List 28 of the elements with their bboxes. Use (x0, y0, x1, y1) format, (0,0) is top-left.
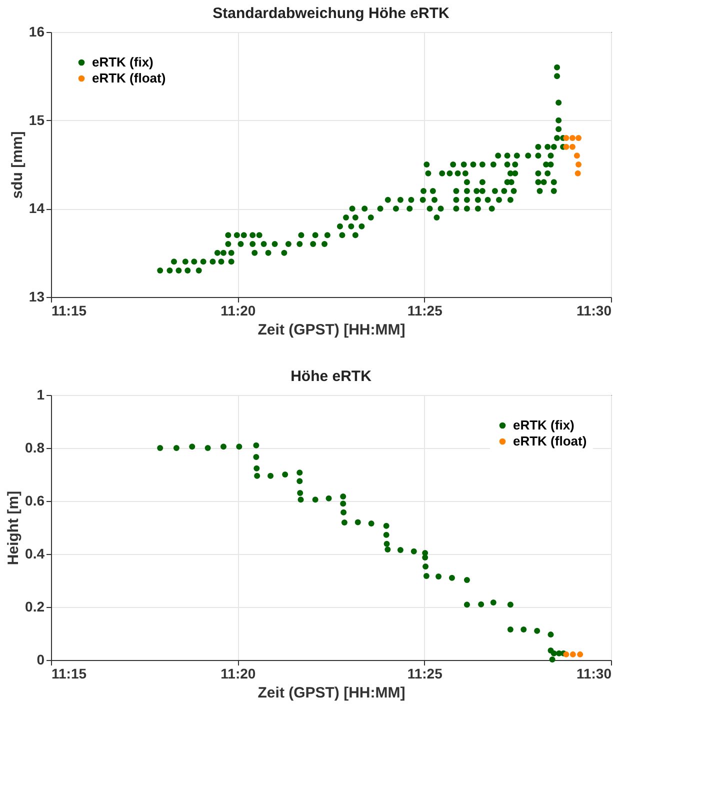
y-tick-label: 0.8 (25, 440, 45, 456)
x-tick-label: 11:15 (52, 302, 87, 318)
legend-label: eRTK (fix) (92, 54, 154, 70)
y-axis-title: Height [m] (5, 490, 22, 566)
x-tick-label: 11:30 (576, 666, 612, 682)
y-tick-label: 0.2 (25, 598, 45, 614)
y-tick-label: 14 (28, 200, 45, 216)
x-tick-label: 11:30 (576, 302, 612, 318)
x-tick-label: 11:25 (407, 666, 443, 682)
x-tick-label: 11:20 (220, 666, 256, 682)
y-tick-label: 16 (28, 24, 45, 40)
x-axis-title: Zeit (GPST) [HH:MM] (258, 684, 406, 702)
y-tick-label: 0.6 (25, 492, 45, 508)
chart-title: Höhe eRTK (290, 368, 372, 385)
x-tick-label: 11:20 (220, 302, 256, 318)
legend-label: eRTK (float) (92, 70, 166, 86)
y-axis-title: sdu [mm] (8, 131, 26, 199)
y-tick-label: 15 (28, 112, 45, 128)
legend-label: eRTK (float) (513, 434, 587, 448)
y-tick-label: 1 (36, 386, 45, 402)
x-axis-title: Zeit (GPST) [HH:MM] (258, 322, 406, 338)
x-tick-label: 11:15 (52, 666, 87, 682)
legend-label: eRTK (fix) (513, 418, 574, 432)
x-tick-label: 11:25 (407, 302, 443, 318)
y-tick-label: 0 (36, 652, 45, 668)
y-tick-label: 13 (28, 288, 45, 304)
y-tick-label: 0.4 (25, 546, 45, 562)
chart-title: Standardabweichung Höhe eRTK (212, 5, 450, 22)
